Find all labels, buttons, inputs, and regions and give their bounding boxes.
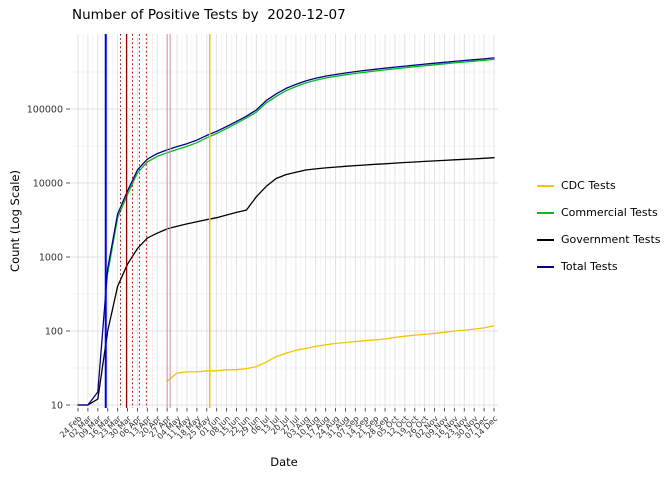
legend-label: Commercial Tests: [561, 206, 658, 219]
legend-label: CDC Tests: [561, 179, 616, 192]
legend-key-line: [537, 211, 554, 214]
event-vlines: [104, 34, 211, 408]
series-line-total-tests: [77, 57, 495, 406]
y-tick-label: 100: [45, 327, 63, 338]
legend-item-cdc-tests: CDC Tests: [537, 172, 661, 199]
x-axis-title: Date: [270, 455, 298, 469]
legend-label: Total Tests: [561, 260, 618, 273]
legend-item-commercial-tests: Commercial Tests: [537, 199, 661, 226]
series-line-commercial-tests: [107, 58, 495, 275]
legend-item-government-tests: Government Tests: [537, 226, 661, 253]
y-tick-labels: 10 100 1000 10000 100000: [27, 105, 63, 412]
legend: CDC Tests Commercial Tests Government Te…: [537, 172, 661, 280]
y-tick-label: 100000: [27, 105, 63, 116]
legend-item-total-tests: Total Tests: [537, 253, 661, 280]
y-tick-label: 1000: [39, 253, 63, 264]
axis-ticks: [66, 108, 495, 412]
chart-title: Number of Positive Tests by 2020-12-07: [72, 7, 346, 23]
series-line-cdc-tests: [166, 325, 495, 382]
y-tick-label: 10000: [33, 179, 63, 190]
legend-key-line: [537, 238, 554, 241]
legend-label: Government Tests: [561, 233, 661, 246]
major-gridlines: [70, 34, 498, 408]
legend-key-line: [537, 184, 554, 187]
y-tick-label: 10: [51, 401, 63, 412]
series-lines: [77, 57, 495, 406]
legend-key-line: [537, 265, 554, 268]
series-line-government-tests: [77, 157, 495, 406]
minor-gridlines: [70, 34, 498, 408]
